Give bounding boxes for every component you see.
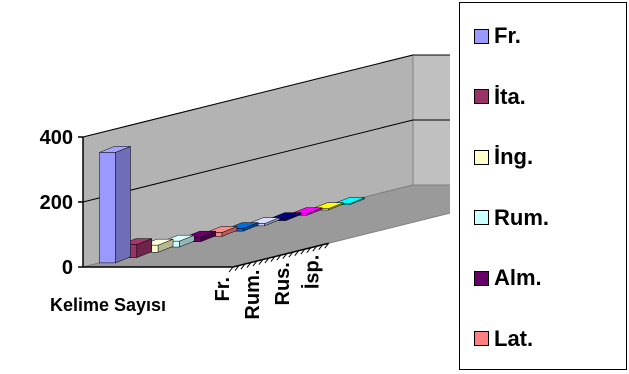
legend-swatch [474,89,489,104]
gridline-side-400 [82,54,414,138]
depth-tick-mark [276,254,282,261]
depth-category-label-3: Rus. [272,262,294,305]
y-tick-label-200: 200 [40,192,73,214]
x-axis-label: Kelime Sayısı [50,295,166,315]
depth-category-label-2: Rum. [242,270,264,320]
legend-swatch [474,149,489,165]
legend-label: İta. [494,83,526,109]
depth-tick-mark [264,257,270,264]
legend-label: Rum. [494,204,549,230]
depth-category-label-4: İsp. [301,255,324,289]
legend-label: Alm. [494,265,542,290]
legend-swatch [474,210,489,225]
depth-tick-mark [312,245,318,252]
depth-tick-mark [306,247,312,253]
legend-swatch [474,270,489,286]
depth-tick-mark [288,251,294,258]
depth-tick-mark [294,250,300,256]
legend-label: Fr. [494,23,521,48]
depth-tick-mark [270,256,276,262]
y-axis-ticks: 0 200 400 [40,127,83,279]
bar-side [115,146,131,264]
legend-item: Rum. [474,203,549,233]
depth-tick-mark [252,260,258,267]
legend-label: Lat. [494,325,534,351]
legend: Fr. İta. İng. Rum. Alm. Lat. [459,2,627,370]
bar-front [99,152,116,264]
y-tick-label-0: 0 [62,257,73,279]
legend-item: Fr. [474,21,521,51]
bar-Fr. [99,146,131,264]
y-tick-label-400: 400 [40,127,73,149]
legend-item: Alm. [474,263,542,293]
depth-tick-mark [240,263,246,270]
legend-item: Lat. [474,324,533,354]
legend-label: İng. [494,144,534,169]
depth-tick-mark [258,259,264,265]
chart-gridlines [82,54,450,203]
depth-tick-mark [324,242,330,249]
gridline-side-200 [82,119,414,203]
depth-tick-mark [300,248,306,255]
chart-bars [99,146,365,264]
depth-tick-mark [318,244,324,251]
depth-category-label-1: Fr. [212,277,234,301]
depth-tick-mark [282,253,288,259]
depth-tick-mark [246,262,252,268]
depth-axis-ticks: Fr. Rum. Rus. İsp. [212,242,330,320]
legend-item: İng. [474,142,533,172]
depth-tick-mark [234,265,240,271]
legend-swatch [474,331,489,346]
legend-swatch [474,28,489,44]
legend-item: İta. [474,82,526,112]
depth-tick-mark [228,266,234,273]
chart-area: 0 200 400 Fr. Rum. Rus. İsp. Kelime Sayısı [40,54,450,320]
